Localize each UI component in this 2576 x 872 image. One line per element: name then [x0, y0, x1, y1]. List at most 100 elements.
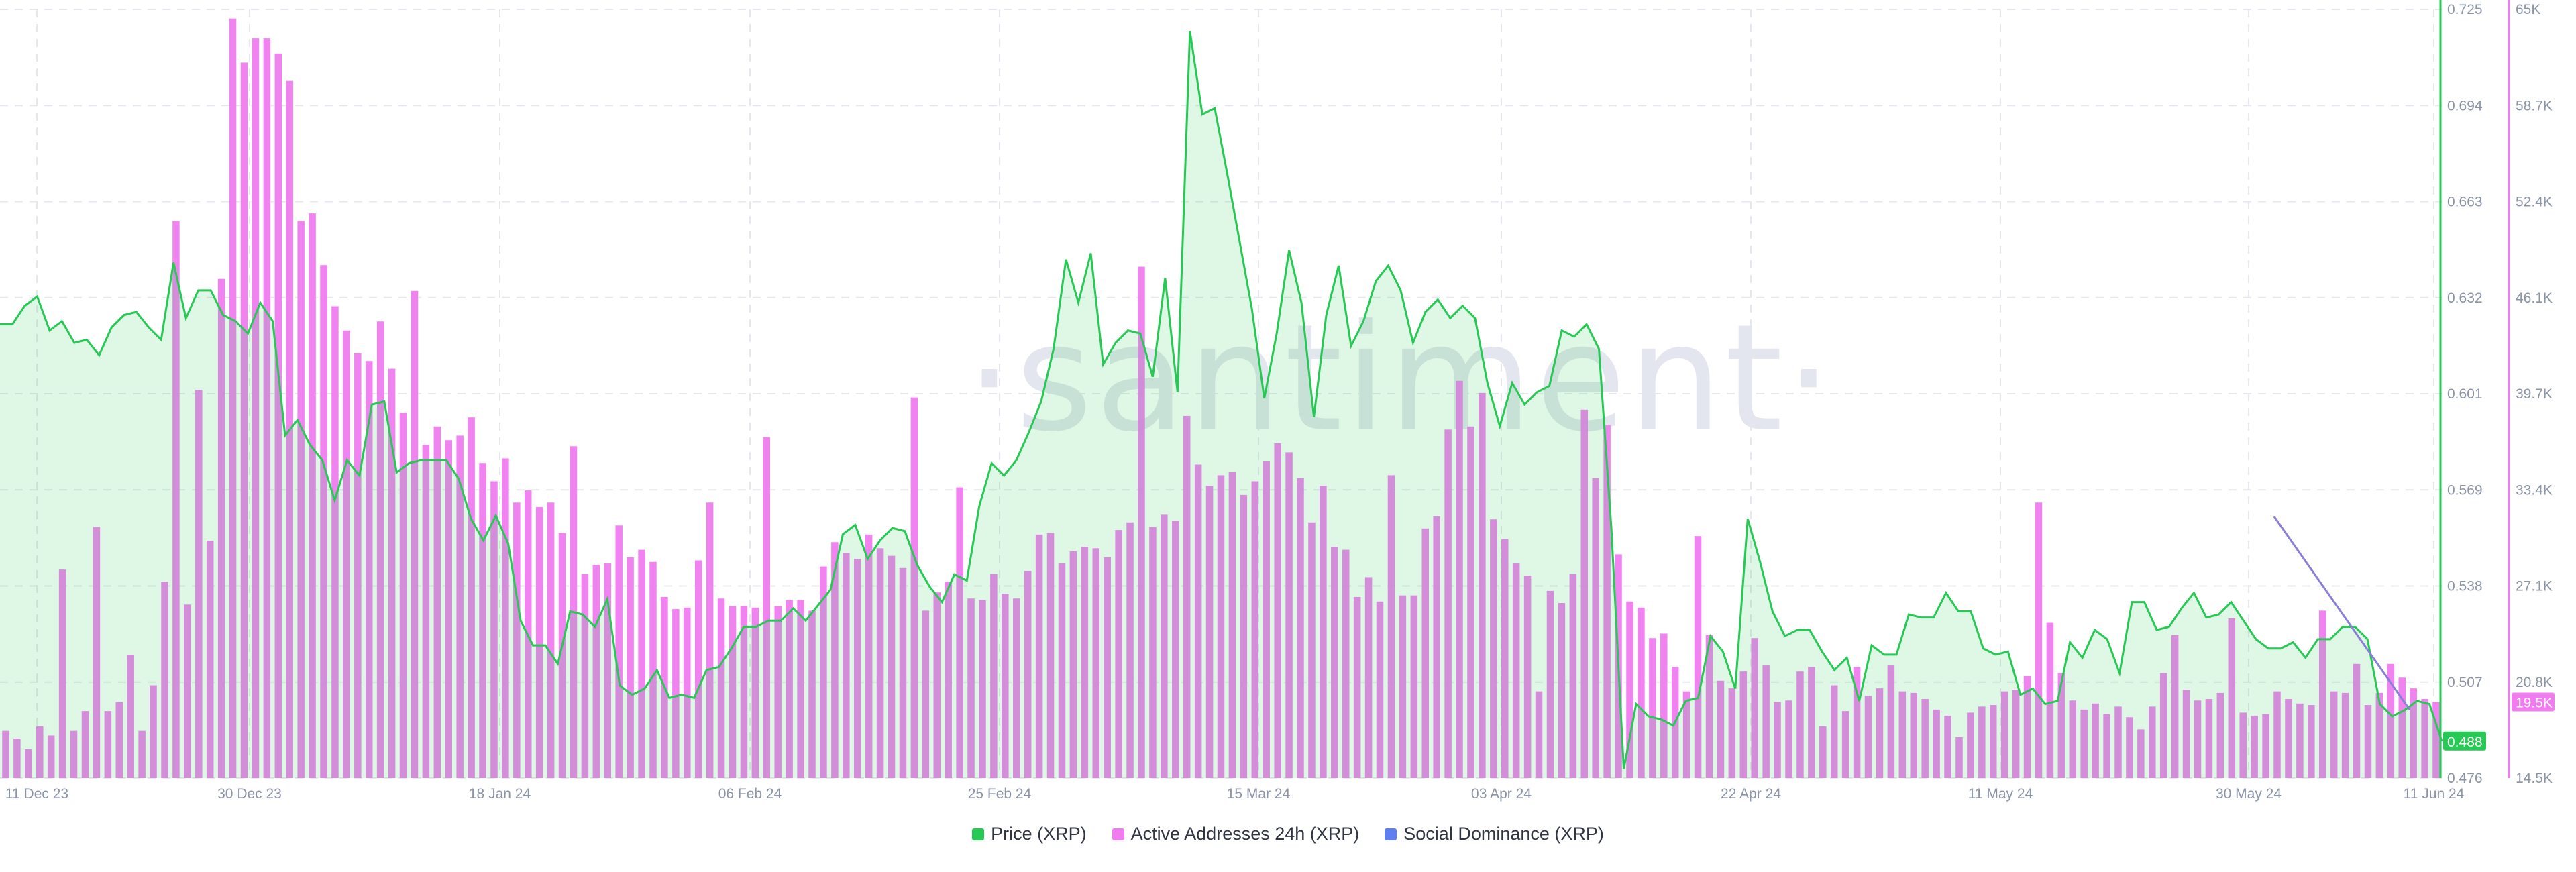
bar-active-addresses [138, 730, 146, 778]
bar-active-addresses [956, 487, 963, 778]
bar-active-addresses [1808, 667, 1815, 778]
bar-active-addresses [2228, 618, 2236, 778]
bar-active-addresses [2398, 677, 2406, 778]
bar-active-addresses [1751, 638, 1758, 778]
bar-active-addresses [490, 481, 498, 778]
bar-active-addresses [1501, 539, 1509, 778]
bar-active-addresses [1161, 514, 1168, 778]
bar-active-addresses [865, 534, 873, 778]
bar-active-addresses [1046, 533, 1055, 778]
bar-active-addresses [445, 440, 452, 778]
addresses-axis-tick-label: 27.1K [2516, 579, 2553, 594]
x-axis-tick-label: 25 Feb 24 [968, 786, 1032, 802]
bar-active-addresses [1910, 692, 1917, 778]
bar-active-addresses [2330, 691, 2338, 778]
bar-active-addresses [1421, 528, 1429, 778]
bar-active-addresses [1364, 577, 1373, 778]
bar-active-addresses [1638, 607, 1645, 778]
legend-swatch-active-addresses [1112, 828, 1124, 840]
bar-active-addresses [1921, 699, 1929, 778]
bar-active-addresses [1649, 638, 1656, 778]
bar-active-addresses [70, 730, 78, 778]
bar-active-addresses [1535, 691, 1543, 778]
bar-active-addresses [1013, 598, 1020, 778]
legend-item-social-dominance[interactable]: Social Dominance (XRP) [1385, 824, 1604, 844]
bar-active-addresses [2216, 692, 2224, 778]
bar-active-addresses [2012, 690, 2020, 778]
addresses-axis-tick-label: 52.4K [2516, 195, 2553, 210]
bar-active-addresses [910, 397, 918, 778]
bar-active-addresses [2035, 502, 2043, 778]
bar-active-addresses [2421, 699, 2428, 778]
bar-active-addresses [1172, 521, 1179, 778]
bar-active-addresses [831, 542, 839, 778]
x-axis-tick-label: 11 Jun 24 [2404, 786, 2465, 802]
legend-label-active-addresses: Active Addresses 24h (XRP) [1130, 824, 1360, 844]
bar-active-addresses [206, 540, 214, 778]
bar-active-addresses [1263, 461, 1270, 778]
bar-active-addresses [217, 278, 225, 778]
bar-active-addresses [1205, 486, 1214, 778]
bar-active-addresses [627, 557, 634, 778]
bar-active-addresses [309, 213, 316, 779]
bar-active-addresses [1990, 705, 1997, 778]
legend-label-social-dominance: Social Dominance (XRP) [1403, 824, 1604, 844]
bar-active-addresses [161, 582, 168, 778]
bar-active-addresses [2410, 688, 2417, 778]
addresses-current-label: 19.5K [2516, 696, 2553, 711]
bar-active-addresses [2341, 692, 2349, 778]
bar-active-addresses [1308, 522, 1316, 778]
bar-active-addresses [1603, 425, 1611, 778]
bar-active-addresses [2069, 700, 2077, 778]
bar-active-addresses [1694, 536, 1702, 778]
bar-active-addresses [150, 685, 157, 778]
bar-active-addresses [331, 306, 339, 778]
bar-active-addresses [1342, 549, 1350, 778]
bar-active-addresses [1944, 715, 1951, 778]
watermark-text: ·santiment· [966, 292, 1835, 464]
bar-active-addresses [2432, 702, 2440, 778]
bar-active-addresses [888, 555, 896, 778]
bar-active-addresses [2308, 705, 2315, 778]
bar-active-addresses [2092, 703, 2099, 778]
bar-active-addresses [2364, 705, 2372, 778]
bar-active-addresses [2262, 714, 2269, 778]
bar-active-addresses [1887, 665, 1895, 778]
bar-active-addresses [1978, 706, 1986, 778]
legend-item-price[interactable]: Price (XRP) [972, 824, 1087, 844]
bar-active-addresses [1682, 691, 1690, 778]
price-axis-tick-label: 0.538 [2447, 579, 2483, 594]
price-axis-tick-label: 0.725 [2447, 2, 2483, 17]
bar-active-addresses [240, 62, 248, 778]
bar-active-addresses [1933, 709, 1940, 778]
bar-active-addresses [717, 598, 725, 778]
bar-active-addresses [899, 567, 907, 778]
x-axis-tick-label: 03 Apr 24 [1471, 786, 1532, 802]
bar-active-addresses [2103, 714, 2110, 778]
bar-active-addresses [502, 458, 509, 778]
bar-active-addresses [1297, 478, 1304, 778]
bar-active-addresses [1785, 700, 1792, 778]
bar-active-addresses [1774, 702, 1781, 778]
bar-active-addresses [479, 463, 486, 778]
bar-active-addresses [1728, 688, 1736, 778]
bar-active-addresses [1444, 429, 1452, 778]
bar-active-addresses [2205, 699, 2213, 778]
addresses-current-badge [2512, 692, 2555, 712]
bar-active-addresses [2318, 610, 2326, 778]
bar-active-addresses [2353, 663, 2361, 778]
bar-active-addresses [1456, 380, 1463, 778]
bar-active-addresses [1194, 464, 1202, 778]
legend-item-active-addresses[interactable]: Active Addresses 24h (XRP) [1112, 824, 1360, 844]
bar-active-addresses [933, 592, 941, 778]
bar-active-addresses [2126, 717, 2133, 778]
bar-active-addresses [320, 265, 327, 778]
x-axis-tick-label: 15 Mar 24 [1227, 786, 1291, 802]
bar-active-addresses [1660, 633, 1668, 778]
bar-active-addresses [2, 730, 9, 778]
bar-active-addresses [1228, 472, 1236, 778]
bar-active-addresses [1580, 409, 1589, 778]
bar-active-addresses [1285, 452, 1293, 778]
price-axis-tick-label: 0.632 [2447, 290, 2483, 306]
